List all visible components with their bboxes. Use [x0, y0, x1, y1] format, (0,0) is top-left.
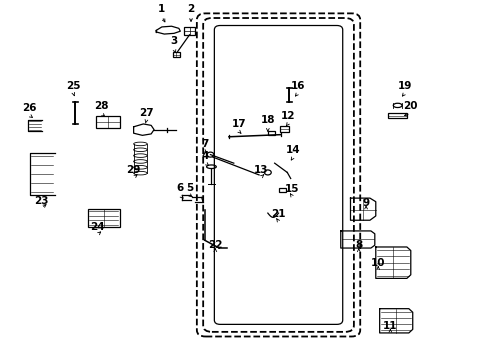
Text: 2: 2: [187, 4, 194, 14]
Text: 23: 23: [34, 196, 48, 206]
Text: 10: 10: [370, 258, 385, 268]
Text: 11: 11: [382, 321, 397, 331]
Text: 25: 25: [66, 81, 81, 91]
Text: 4: 4: [202, 151, 209, 161]
Text: 17: 17: [231, 119, 245, 129]
Text: 29: 29: [126, 165, 141, 175]
Text: 16: 16: [290, 81, 305, 91]
Text: 3: 3: [170, 36, 177, 46]
Text: 26: 26: [22, 103, 37, 113]
Text: 19: 19: [397, 81, 411, 91]
Text: 22: 22: [208, 240, 222, 250]
Text: 18: 18: [260, 115, 275, 125]
Text: 7: 7: [201, 139, 208, 149]
Text: 21: 21: [271, 209, 285, 219]
Text: 27: 27: [139, 108, 153, 118]
Text: 24: 24: [90, 222, 105, 232]
Text: 8: 8: [354, 240, 362, 250]
Text: 28: 28: [94, 101, 108, 111]
Text: 15: 15: [285, 184, 299, 194]
Text: 12: 12: [281, 111, 295, 121]
Text: 9: 9: [362, 198, 369, 208]
Text: 1: 1: [158, 4, 165, 14]
Text: 5: 5: [186, 183, 193, 193]
Text: 13: 13: [254, 165, 268, 175]
Text: 14: 14: [285, 145, 300, 155]
Text: 6: 6: [176, 183, 183, 193]
Text: 20: 20: [403, 101, 417, 111]
